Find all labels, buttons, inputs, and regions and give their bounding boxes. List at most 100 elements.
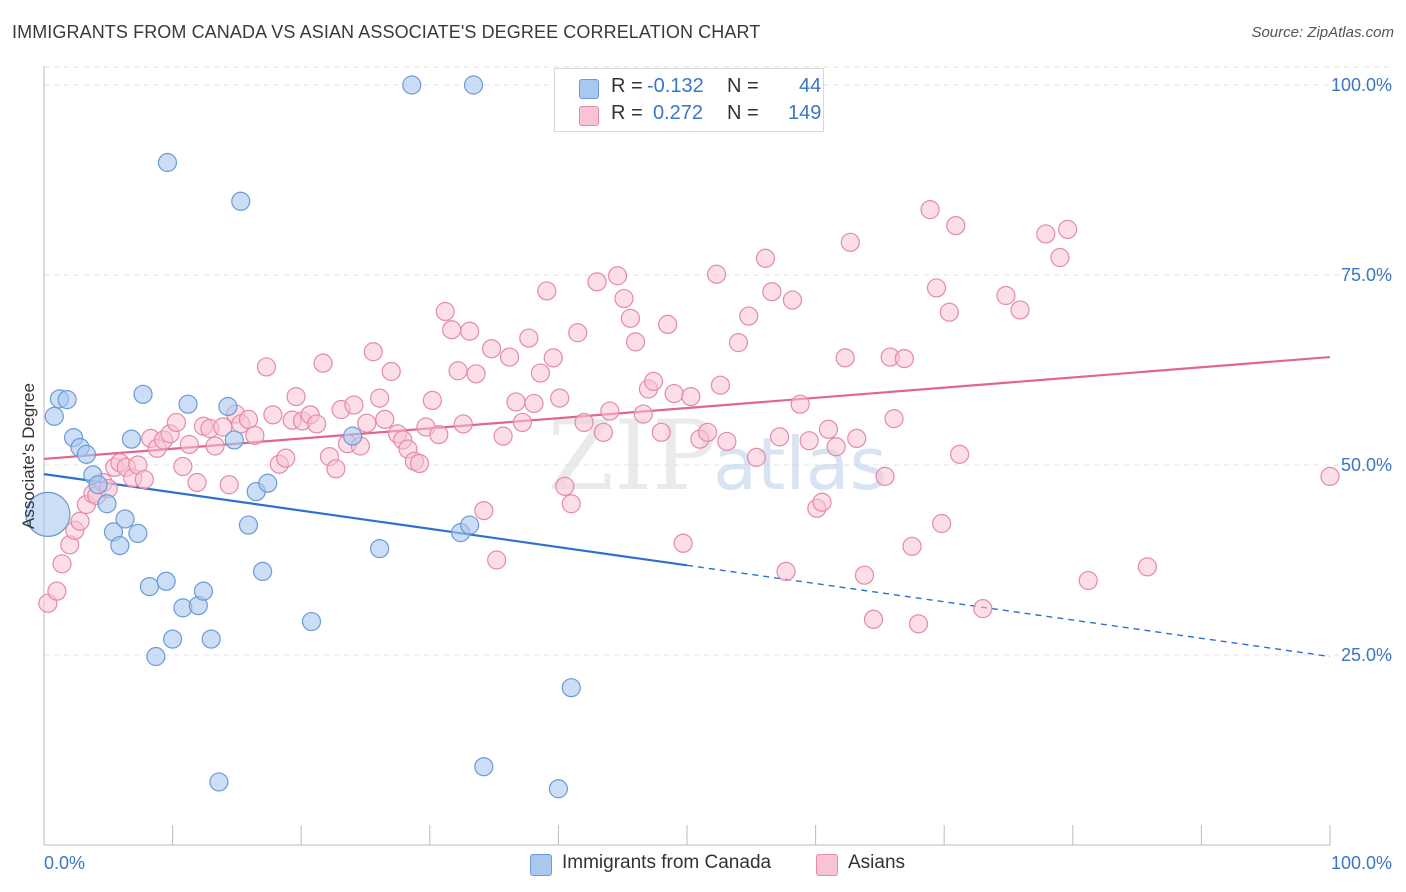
asians-point bbox=[1137, 557, 1157, 577]
asians-point bbox=[555, 476, 575, 496]
asians-point bbox=[381, 361, 401, 382]
r-label: R = bbox=[611, 75, 643, 97]
canada-point bbox=[193, 581, 214, 601]
stats-swatch-asians bbox=[579, 106, 599, 126]
canada-point bbox=[133, 384, 153, 404]
y-axis-label: Associate's Degree bbox=[19, 383, 38, 529]
legend-swatch-canada bbox=[530, 854, 552, 876]
canada-point bbox=[224, 430, 244, 450]
asians-point bbox=[134, 469, 154, 490]
asians-point bbox=[755, 248, 776, 268]
n-value: 149 bbox=[788, 102, 822, 124]
n-label: N = bbox=[727, 75, 759, 97]
asians-point bbox=[344, 395, 364, 415]
asians-point bbox=[620, 308, 641, 328]
asians-point bbox=[363, 342, 383, 362]
asians-point bbox=[550, 388, 570, 408]
asians-point bbox=[256, 357, 277, 377]
asians-point bbox=[357, 413, 377, 433]
n-value: 44 bbox=[799, 75, 822, 97]
tick-labels: 25.0% 50.0% 75.0% 100.0% 0.0% 100.0% bbox=[44, 75, 1392, 873]
canada-point bbox=[474, 757, 494, 777]
canada-point bbox=[121, 429, 142, 449]
asians-point bbox=[422, 390, 442, 410]
grid-lines bbox=[44, 66, 1392, 656]
asians-point bbox=[313, 353, 333, 373]
canada-trend-line bbox=[43, 473, 688, 567]
asians-point bbox=[762, 282, 782, 302]
asians-point bbox=[466, 364, 486, 384]
asians-point bbox=[453, 414, 473, 434]
canada-point bbox=[156, 571, 176, 591]
r-value: 0.272 bbox=[653, 102, 704, 124]
asians-point bbox=[884, 409, 904, 429]
canada-point bbox=[561, 678, 581, 698]
canada-point bbox=[463, 75, 484, 95]
x-tick-label: 100.0% bbox=[1331, 853, 1392, 873]
canada-point bbox=[209, 772, 229, 792]
asians-point bbox=[1320, 466, 1340, 486]
source-label: Source: ZipAtlas.com bbox=[1251, 24, 1394, 41]
asians-point bbox=[932, 513, 952, 534]
asians-point bbox=[530, 363, 550, 383]
asians-point bbox=[593, 422, 614, 442]
asians-point bbox=[429, 425, 449, 445]
legend-swatch-asians bbox=[816, 854, 838, 876]
legend-label-canada: Immigrants from Canada bbox=[562, 852, 772, 873]
asians-point bbox=[1036, 224, 1056, 244]
y-tick-label: 75.0% bbox=[1341, 265, 1392, 285]
asians-point bbox=[950, 444, 970, 464]
asians-point bbox=[651, 422, 671, 442]
asians-point bbox=[561, 494, 581, 514]
asians-point bbox=[238, 409, 259, 429]
asians-point bbox=[568, 323, 588, 343]
asians-point bbox=[706, 264, 727, 284]
asians-point bbox=[219, 475, 239, 495]
canada-point bbox=[402, 75, 422, 95]
canada-point bbox=[178, 394, 198, 414]
asians-point bbox=[799, 431, 819, 451]
asians-point bbox=[448, 361, 468, 381]
asians-point bbox=[1050, 247, 1070, 268]
asians-point bbox=[499, 347, 520, 367]
asians-point bbox=[840, 232, 860, 252]
canada-point bbox=[163, 629, 183, 649]
asians-point bbox=[769, 427, 790, 447]
asians-point bbox=[326, 459, 346, 479]
asians-point bbox=[782, 290, 803, 310]
asians-point bbox=[519, 328, 539, 348]
asians-point bbox=[710, 375, 731, 395]
y-tick-label: 50.0% bbox=[1341, 455, 1392, 475]
asians-point bbox=[739, 306, 759, 326]
canada-point bbox=[548, 779, 569, 799]
asians-point bbox=[939, 302, 959, 322]
asians-point bbox=[643, 371, 664, 391]
canada-point bbox=[57, 390, 77, 410]
axes bbox=[43, 66, 1331, 846]
canada-point bbox=[258, 473, 278, 493]
n-label: N = bbox=[727, 102, 759, 124]
asians-point bbox=[587, 272, 607, 292]
canada-point bbox=[115, 509, 135, 529]
asians-point bbox=[493, 426, 513, 446]
asians-point bbox=[187, 472, 207, 493]
chart-title: IMMIGRANTS FROM CANADA VS ASIAN ASSOCIAT… bbox=[12, 22, 761, 42]
asians-point bbox=[973, 599, 993, 619]
asians-point bbox=[512, 412, 532, 433]
asians-point bbox=[370, 388, 390, 408]
asians-point bbox=[442, 320, 462, 340]
canada-point bbox=[76, 444, 97, 464]
asians-point bbox=[908, 614, 929, 634]
asians-point bbox=[717, 431, 737, 452]
asians-point bbox=[474, 501, 494, 521]
asians-point bbox=[818, 419, 839, 439]
asians-point bbox=[728, 333, 749, 353]
canada-point bbox=[253, 561, 273, 582]
canada-point bbox=[201, 629, 221, 649]
asians-point bbox=[574, 412, 594, 433]
canada-point bbox=[97, 494, 117, 514]
asians-points bbox=[38, 200, 1340, 634]
asians-point bbox=[946, 216, 966, 236]
asians-point bbox=[902, 536, 922, 556]
